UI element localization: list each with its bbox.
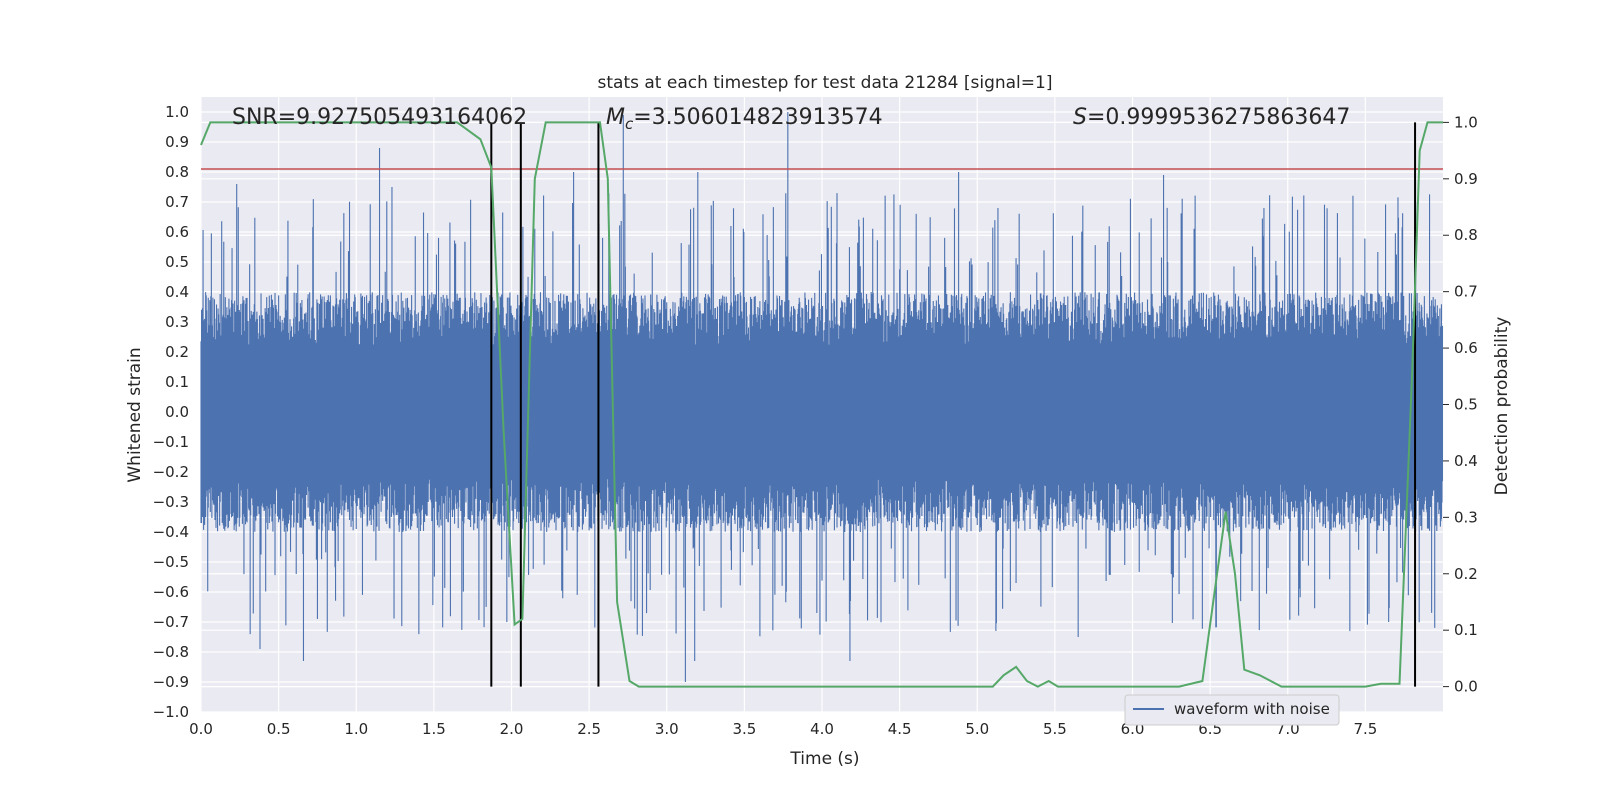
waveform-series [200,112,1444,682]
mc-annotation: Mc=3.506014823913574 [606,105,883,133]
probability-series-line [200,121,1443,688]
x-tick-label: 0.5 [267,720,291,738]
y-tick-label: 0.5 [165,253,189,271]
y-tick-label: 0.7 [165,193,189,211]
y2-tick-label: 0.9 [1454,170,1478,188]
legend-box [1124,694,1340,726]
legend: waveform with noise [1124,694,1340,726]
s-annotation: S=0.9999536275863647 [1073,105,1350,130]
y2-tick-label: 0.8 [1454,226,1478,244]
x-tick-label: 1.0 [344,720,368,738]
x-tick-label: 3.0 [655,720,679,738]
y-tick-label: 0.1 [165,373,189,391]
y-tick-label: 0.8 [165,163,189,181]
y2-tick-label: 0.5 [1454,396,1478,414]
y-tick-label: −0.8 [153,643,189,661]
y2-tick-label: 0.1 [1454,621,1478,639]
y-tick-label: 0.0 [165,403,189,421]
y-tick-label: 0.9 [165,133,189,151]
s-value: =0.9999536275863647 [1087,105,1350,130]
y2-axis-ticks: 1.0 0.9 0.8 0.7 0.6 0.5 0.4 0.3 0.2 0.1 0.0 [1443,113,1478,696]
legend-label-waveform: waveform with noise [1174,700,1330,718]
x-tick-label: 0.0 [189,720,213,738]
y-tick-label: 0.6 [165,223,189,241]
y-tick-label: −0.5 [153,553,189,571]
s-symbol: S [1073,105,1087,130]
x-axis-label: Time (s) [789,749,859,769]
y-tick-label: −0.3 [153,493,189,511]
x-tick-label: 5.0 [965,720,989,738]
y-tick-label: −0.6 [153,583,189,601]
y2-axis-label: Detection probability [1492,317,1512,496]
x-tick-label: 2.5 [577,720,601,738]
y-tick-label: −1.0 [153,703,189,721]
x-tick-label: 2.0 [500,720,524,738]
y2-tick-label: 0.4 [1454,452,1478,470]
y2-tick-label: 0.0 [1454,678,1478,696]
x-tick-label: 5.5 [1043,720,1067,738]
mc-subscript: c [625,115,634,133]
y2-tick-label: 0.2 [1454,565,1478,583]
y-tick-label: 0.2 [165,343,189,361]
y2-tick-label: 0.3 [1454,508,1478,526]
y-tick-label: 0.3 [165,313,189,331]
x-tick-label: 3.5 [732,720,756,738]
snr-annotation: SNR=9.927505493164062 [232,105,527,130]
y-tick-label: 1.0 [165,103,189,121]
vertical-markers [490,122,1417,687]
chart-title: stats at each timestep for test data 212… [598,73,1053,93]
mc-value: =3.506014823913574 [633,105,882,130]
mc-symbol: M [606,105,625,130]
y-axis-ticks: 1.0 0.9 0.8 0.7 0.6 0.5 0.4 0.3 0.2 0.1 0.0 −0.1 −0.… [153,103,189,721]
y2-tick-label: 0.6 [1454,339,1478,357]
y-tick-label: −0.1 [153,433,189,451]
x-tick-label: 4.5 [888,720,912,738]
y-tick-label: −0.2 [153,463,189,481]
waveform-trace [200,112,1444,682]
y-tick-label: −0.4 [153,523,189,541]
y2-tick-label: 1.0 [1454,113,1478,131]
x-tick-label: 7.5 [1353,720,1377,738]
x-tick-label: 1.5 [422,720,446,738]
x-tick-label: 4.0 [810,720,834,738]
y2-tick-label: 0.7 [1454,283,1478,301]
y-tick-label: −0.9 [153,673,189,691]
y-axis-label: Whitened strain [125,347,145,482]
y-tick-label: 0.4 [165,283,189,301]
y-tick-label: −0.7 [153,613,189,631]
